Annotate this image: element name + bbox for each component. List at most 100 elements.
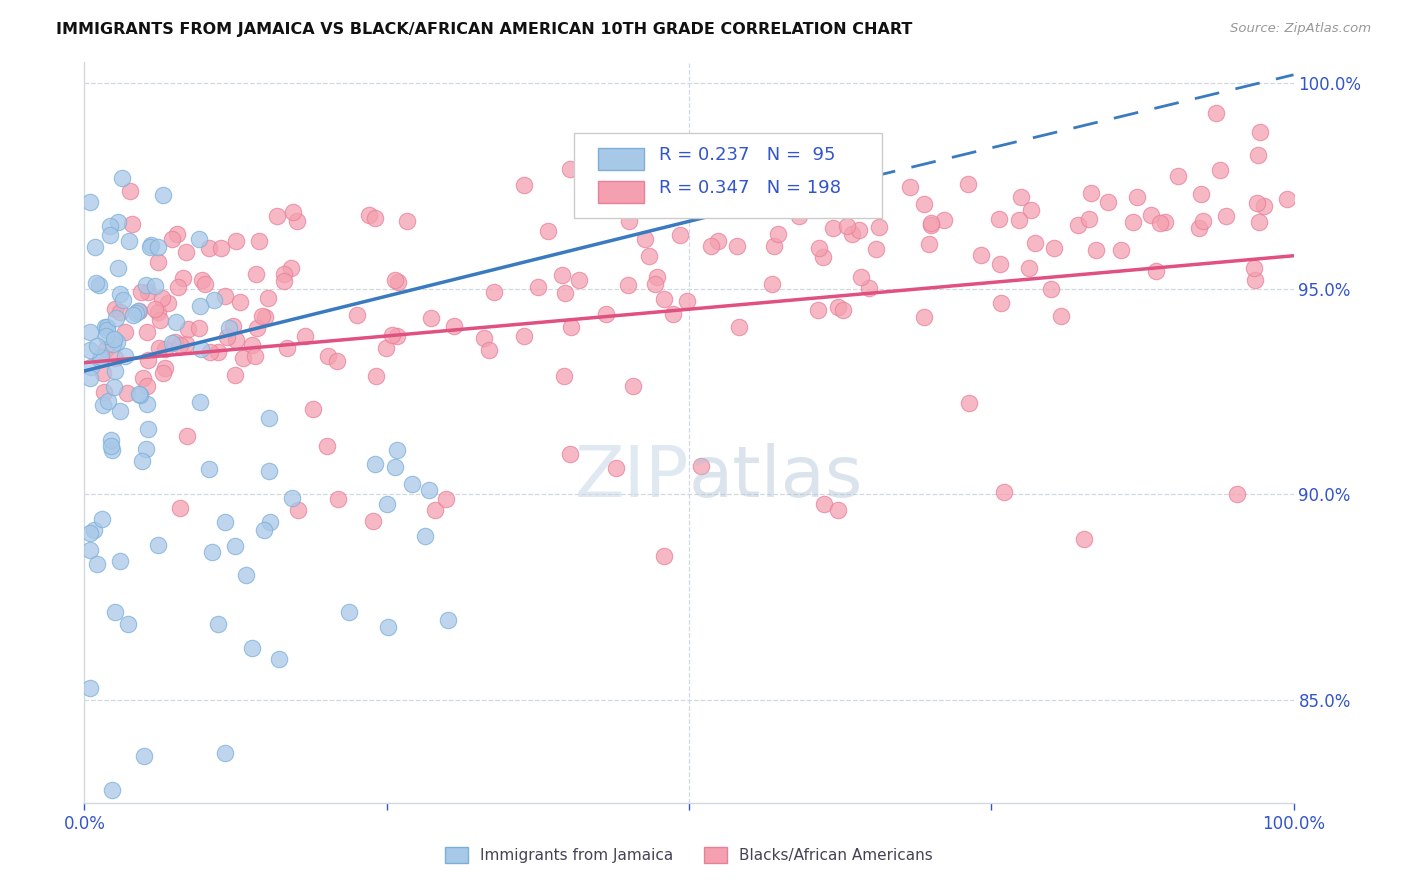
Point: [198, 345, 221, 359]
Point: [425, 502, 447, 516]
Point: [375, 341, 398, 355]
Text: R = 0.347   N = 198: R = 0.347 N = 198: [659, 179, 841, 197]
Point: [111, 293, 134, 308]
Point: [858, 281, 880, 295]
Point: [316, 349, 339, 363]
Point: [207, 617, 229, 632]
Point: [79, 371, 101, 385]
Point: [257, 464, 280, 478]
Point: [79, 681, 101, 696]
Point: [128, 387, 150, 401]
Point: [387, 329, 409, 343]
Point: [920, 218, 942, 232]
Point: [225, 333, 247, 347]
Point: [93, 384, 115, 399]
Point: [848, 223, 870, 237]
Point: [138, 240, 160, 254]
Point: [104, 310, 127, 325]
Point: [135, 326, 157, 340]
Point: [617, 214, 640, 228]
Point: [728, 320, 751, 334]
Point: [150, 291, 173, 305]
Point: [1205, 105, 1227, 120]
Point: [174, 336, 197, 351]
Point: [225, 234, 247, 248]
Point: [385, 442, 408, 457]
Point: [384, 459, 406, 474]
Point: [91, 512, 114, 526]
Point: [125, 306, 148, 320]
Point: [96, 323, 118, 337]
Point: [957, 396, 980, 410]
Point: [256, 291, 278, 305]
Point: [553, 368, 575, 383]
Point: [115, 386, 138, 401]
Point: [232, 351, 254, 366]
Point: [191, 272, 214, 286]
Point: [96, 320, 118, 334]
Point: [217, 329, 239, 343]
Point: [837, 219, 859, 233]
Text: R = 0.237   N =  95: R = 0.237 N = 95: [659, 146, 835, 164]
Point: [1049, 309, 1071, 323]
Point: [148, 538, 170, 552]
FancyBboxPatch shape: [599, 181, 644, 203]
Point: [135, 277, 157, 292]
Point: [121, 218, 143, 232]
Point: [827, 300, 849, 314]
Point: [413, 529, 436, 543]
Point: [254, 310, 277, 324]
Point: [169, 501, 191, 516]
Point: [1126, 190, 1149, 204]
Point: [1189, 187, 1212, 202]
Point: [1010, 190, 1032, 204]
Point: [912, 310, 935, 325]
Point: [240, 640, 263, 655]
Point: [558, 161, 581, 176]
Point: [644, 277, 666, 291]
Point: [122, 308, 145, 322]
Point: [100, 433, 122, 447]
Point: [1144, 264, 1167, 278]
Point: [152, 366, 174, 380]
Point: [1084, 243, 1107, 257]
Point: [387, 276, 409, 290]
Point: [1149, 215, 1171, 229]
Point: [107, 260, 129, 275]
Point: [134, 748, 156, 763]
Point: [110, 554, 132, 568]
Point: [148, 312, 170, 326]
Point: [91, 398, 114, 412]
Point: [110, 304, 132, 318]
Point: [768, 227, 790, 241]
Point: [165, 334, 187, 349]
Point: [104, 605, 127, 619]
Point: [676, 293, 699, 308]
Point: [513, 329, 536, 343]
Point: [207, 344, 229, 359]
Point: [235, 568, 257, 582]
Point: [79, 194, 101, 209]
Point: [94, 320, 117, 334]
Point: [129, 388, 152, 402]
Point: [79, 543, 101, 558]
Point: [787, 209, 810, 223]
Point: [79, 343, 101, 358]
Point: [1209, 163, 1232, 178]
Point: [811, 250, 834, 264]
Point: [346, 308, 368, 322]
Point: [621, 379, 644, 393]
Point: [1244, 273, 1267, 287]
Point: [285, 214, 308, 228]
Point: [807, 241, 830, 255]
Point: [560, 319, 582, 334]
Point: [1247, 147, 1270, 161]
Point: [101, 443, 124, 458]
Point: [214, 289, 236, 303]
Point: [1073, 532, 1095, 546]
Point: [267, 652, 290, 666]
Point: [988, 257, 1011, 271]
Point: [103, 337, 125, 351]
Point: [162, 232, 184, 246]
Point: [434, 492, 457, 507]
